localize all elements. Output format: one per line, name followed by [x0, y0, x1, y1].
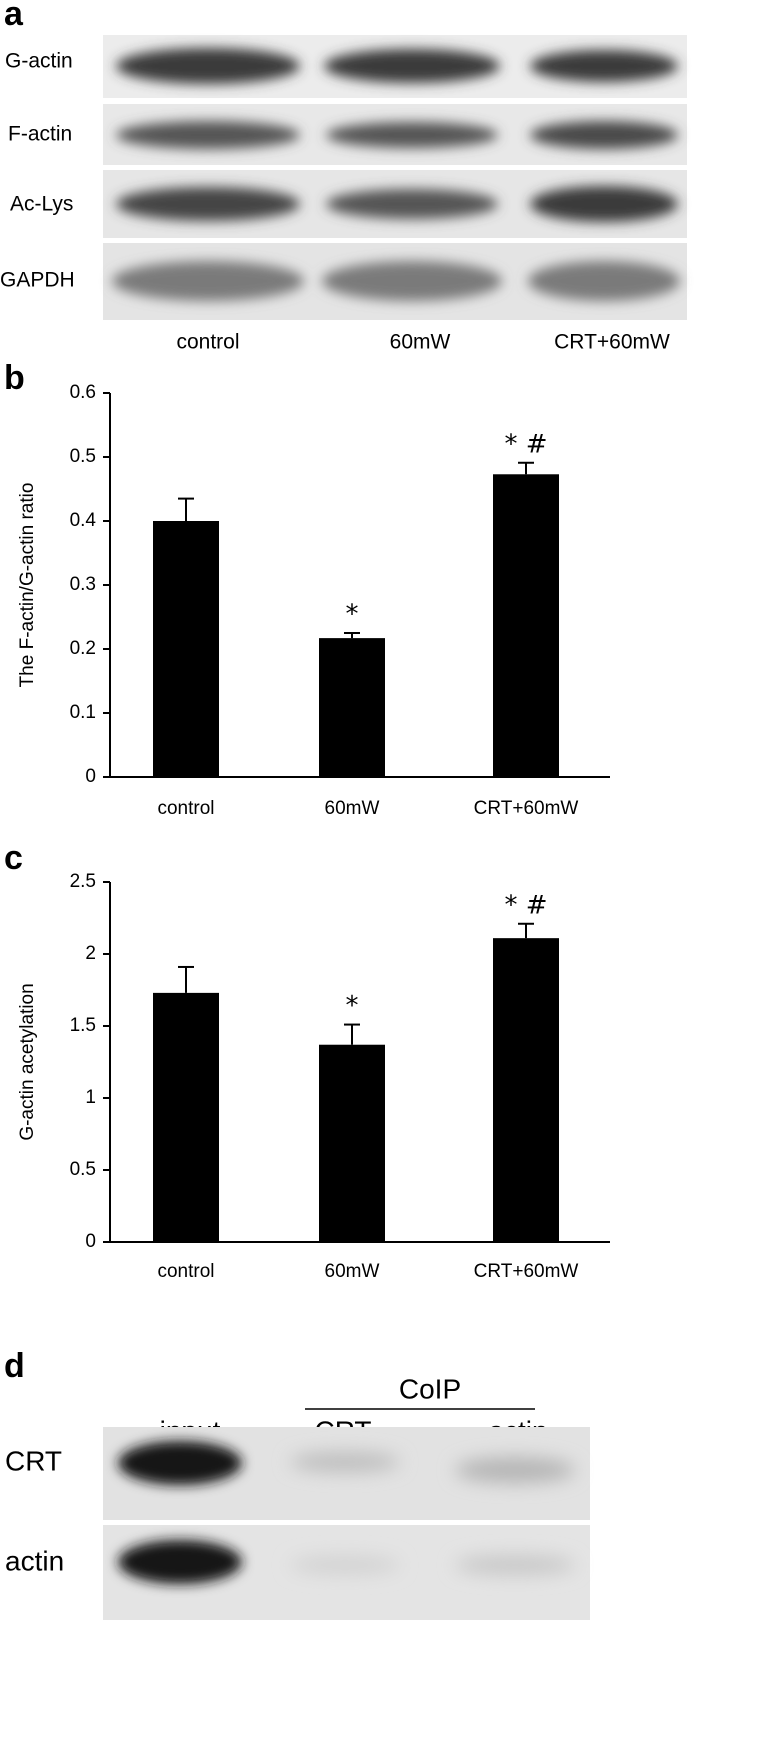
row-label: G-actin [5, 50, 73, 73]
y-tick-label: 0 [85, 766, 96, 787]
bar [153, 992, 219, 1242]
bar [153, 521, 219, 777]
lane-label: 60mW [390, 331, 451, 354]
annotation: * [346, 991, 359, 1021]
y-axis-label: The F-actin/G-actin ratio [17, 483, 38, 688]
bar [493, 938, 559, 1242]
annotation: * [346, 600, 359, 630]
y-tick-label: 2 [85, 943, 96, 964]
y-tick-label: 1 [85, 1087, 96, 1108]
group-label: CoIP [399, 1373, 461, 1404]
x-tick-label: CRT+60mW [474, 798, 579, 819]
row-label: CRT [5, 1445, 62, 1476]
x-tick-label: 60mW [325, 798, 380, 819]
bar [493, 474, 559, 777]
y-tick-label: 1.5 [70, 1015, 96, 1036]
y-tick-label: 0 [85, 1231, 96, 1252]
y-tick-label: 0.1 [70, 702, 96, 723]
row-label: Ac-Lys [10, 193, 73, 216]
y-tick-label: 0.5 [70, 1159, 96, 1180]
panel-label: a [4, 0, 24, 33]
y-tick-label: 0.6 [70, 382, 96, 403]
lane-label: CRT+60mW [554, 331, 670, 354]
bar [319, 638, 385, 777]
blot-a [103, 35, 687, 320]
y-tick-label: 0.4 [70, 510, 97, 531]
x-tick-label: control [157, 798, 214, 819]
panel-label: c [4, 839, 23, 877]
row-label: GAPDH [0, 269, 75, 292]
panel-label: d [4, 1347, 25, 1385]
row-label: F-actin [8, 123, 72, 146]
y-tick-label: 0.3 [70, 574, 96, 595]
annotation: * # [504, 429, 547, 459]
y-tick-label: 2.5 [70, 871, 96, 892]
panel-label: b [4, 359, 25, 397]
x-tick-label: control [157, 1261, 214, 1282]
bar [319, 1044, 385, 1242]
y-axis-label: G-actin acetylation [17, 983, 38, 1140]
x-tick-label: 60mW [325, 1261, 380, 1282]
blot-d [103, 1427, 590, 1620]
annotation: * # [504, 890, 547, 920]
y-tick-label: 0.5 [70, 446, 96, 467]
lane-label: control [176, 331, 239, 354]
y-tick-label: 0.2 [70, 638, 96, 659]
row-label: actin [5, 1545, 64, 1576]
x-tick-label: CRT+60mW [474, 1261, 579, 1282]
